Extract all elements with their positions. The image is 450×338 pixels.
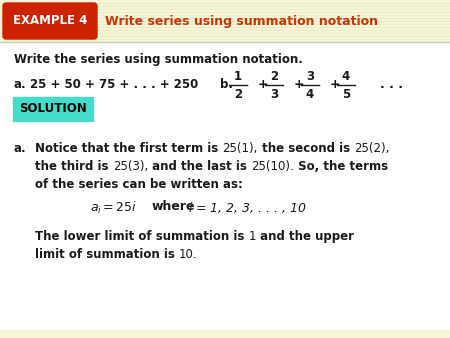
Text: 3: 3 xyxy=(306,70,314,82)
Bar xyxy=(0,42,450,338)
Text: +: + xyxy=(330,78,340,92)
Text: 25(1),: 25(1), xyxy=(222,142,258,155)
Text: b.: b. xyxy=(220,78,233,92)
Text: 3: 3 xyxy=(270,88,278,100)
Text: a.: a. xyxy=(14,78,27,92)
FancyBboxPatch shape xyxy=(13,97,93,121)
Text: and the upper: and the upper xyxy=(256,230,354,243)
Text: the third is: the third is xyxy=(35,160,112,173)
Text: 4: 4 xyxy=(306,88,314,100)
Text: 25(2),: 25(2), xyxy=(354,142,389,155)
Text: 4: 4 xyxy=(342,70,350,82)
Text: . . .: . . . xyxy=(380,78,403,92)
Text: EXAMPLE 4: EXAMPLE 4 xyxy=(13,15,87,27)
Text: So, the terms: So, the terms xyxy=(293,160,388,173)
FancyBboxPatch shape xyxy=(3,3,97,39)
Text: 1: 1 xyxy=(234,70,242,82)
Text: $i$ = 1, 2, 3, . . . , 10: $i$ = 1, 2, 3, . . . , 10 xyxy=(188,200,306,215)
Text: 25(3),: 25(3), xyxy=(112,160,148,173)
Text: the second is: the second is xyxy=(258,142,354,155)
Text: 1: 1 xyxy=(248,230,256,243)
Bar xyxy=(0,0,450,42)
Text: +: + xyxy=(294,78,304,92)
Text: where: where xyxy=(152,200,195,213)
Text: The lower limit of summation is: The lower limit of summation is xyxy=(35,230,248,243)
Text: and the last is: and the last is xyxy=(148,160,251,173)
Text: Notice that the first term is: Notice that the first term is xyxy=(35,142,222,155)
Bar xyxy=(0,330,450,338)
Text: 25 + 50 + 75 + . . . + 250: 25 + 50 + 75 + . . . + 250 xyxy=(30,78,198,92)
Text: +: + xyxy=(258,78,268,92)
Text: 25(10).: 25(10). xyxy=(251,160,293,173)
Text: a.: a. xyxy=(14,142,27,155)
Text: 5: 5 xyxy=(342,88,350,100)
Text: Write series using summation notation: Write series using summation notation xyxy=(105,15,378,27)
Text: limit of summation is: limit of summation is xyxy=(35,248,179,261)
Text: 2: 2 xyxy=(270,70,278,82)
Text: $a_i = 25i$: $a_i = 25i$ xyxy=(90,200,137,216)
Text: 10.: 10. xyxy=(179,248,198,261)
Text: SOLUTION: SOLUTION xyxy=(19,102,87,116)
Text: Write the series using summation notation.: Write the series using summation notatio… xyxy=(14,53,303,67)
Text: of the series can be written as:: of the series can be written as: xyxy=(35,178,243,191)
Text: 2: 2 xyxy=(234,88,242,100)
